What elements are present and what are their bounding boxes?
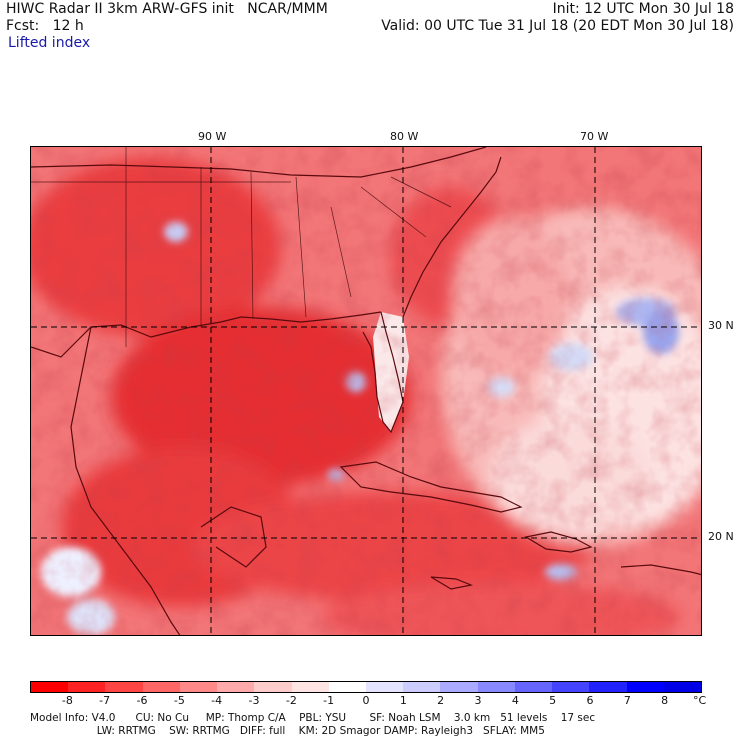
colorbar-swatch [440,682,478,692]
colorbar-swatch [514,682,553,692]
colorbar-tick-label: 6 [586,694,594,707]
colorbar-swatch [142,682,180,692]
colorbar-swatch [552,682,590,692]
colorbar-swatch [179,682,218,692]
field-texture [31,147,701,635]
init-time: Init: 12 UTC Mon 30 Jul 18 [552,1,734,17]
colorbar-swatch [105,682,143,692]
colorbar-tick-label: 1 [399,694,407,707]
colorbar-tick-label: 3 [474,694,482,707]
colorbar-tick-label: -5 [173,694,185,707]
valid-time: Valid: 00 UTC Tue 31 Jul 18 (20 EDT Mon … [381,18,734,34]
colorbar-swatch [291,682,329,692]
lifted-index-map [30,146,702,636]
colorbar-swatch [663,682,701,692]
colorbar-swatch [254,682,292,692]
colorbar-tick-label: -4 [211,694,223,707]
model-info-line2: LW: RRTMG SW: RRTMG DIFF: full KM: 2D Sm… [30,725,545,737]
colorbar-tick-label: 7 [623,694,631,707]
colorbar-tick-label: -3 [248,694,260,707]
plot-title: HIWC Radar II 3km ARW-GFS init NCAR/MMM [6,1,328,17]
gridlines [31,147,701,635]
colorbar-swatch [68,682,106,692]
colorbar-tick-label: -8 [61,694,73,707]
colorbar-tick-label: 2 [437,694,445,707]
model-info-line1: Model Info: V4.0 CU: No Cu MP: Thomp C/A… [30,712,596,724]
colorbar-swatch [365,682,404,692]
colorbar-swatch [217,682,255,692]
colorbar-swatch [626,682,664,692]
colorbar-swatch [477,682,515,692]
colorbar-swatch [403,682,441,692]
colorbar-tick-label: -6 [136,694,148,707]
colorbar-swatch [31,682,69,692]
lat-label-20n: 20 N [708,530,734,543]
forecast-hour: Fcst: 12 h [6,18,84,34]
lon-label-90w: 90 W [198,130,227,143]
colorbar-tick-label: -1 [323,694,335,707]
colorbar-tick-label: 5 [549,694,557,707]
lat-label-30n: 30 N [708,319,734,332]
colorbar-unit: °C [693,694,707,707]
field-name: Lifted index [8,35,91,51]
colorbar-swatch [328,682,366,692]
colorbar-tick-label: -2 [285,694,297,707]
colorbar-swatch [589,682,627,692]
colorbar [30,681,702,693]
map-canvas [31,147,701,635]
lon-label-70w: 70 W [580,130,609,143]
colorbar-tick-label: 4 [511,694,519,707]
lon-label-80w: 80 W [390,130,419,143]
state-boundaries [31,147,452,347]
colorbar-tick-label: 8 [661,694,669,707]
colorbar-tick-label: -7 [99,694,111,707]
colorbar-tick-label: 0 [362,694,370,707]
